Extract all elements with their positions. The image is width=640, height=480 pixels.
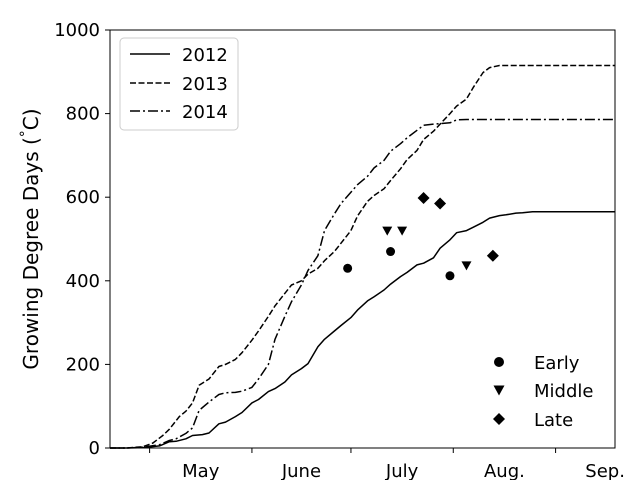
x-tick-label-may: May bbox=[182, 461, 220, 480]
legend-label-middle: Middle bbox=[534, 381, 593, 402]
series-line-2013 bbox=[110, 64, 615, 449]
y-tick-label-600: 600 bbox=[66, 187, 100, 208]
plot-frame bbox=[109, 29, 616, 449]
legend-label-late: Late bbox=[534, 410, 573, 431]
legend-marker-middle bbox=[493, 385, 505, 396]
x-tick-label-june: June bbox=[281, 461, 321, 480]
legend-label-early: Early bbox=[534, 353, 580, 374]
series-line-2012 bbox=[110, 211, 615, 449]
y-tick-label-1000: 1000 bbox=[54, 20, 100, 41]
series-line-2014 bbox=[110, 118, 615, 449]
x-tick-label-july: July bbox=[385, 461, 419, 480]
y-tick-label-400: 400 bbox=[66, 271, 100, 292]
x-tick-label-aug: Aug. bbox=[484, 461, 525, 480]
y-axis-label-degree: ° bbox=[18, 130, 34, 137]
series-legend: 2012 2013 2014 bbox=[119, 37, 239, 131]
legend-label-2014: 2014 bbox=[182, 102, 228, 123]
x-axis: May June July Aug. Sep. bbox=[149, 448, 625, 480]
y-tick-label-0: 0 bbox=[89, 438, 100, 459]
y-axis-label: Growing Degree Days (°C) bbox=[18, 108, 43, 369]
legend-label-2012: 2012 bbox=[182, 45, 228, 66]
y-axis: 0 200 400 600 800 1000 bbox=[54, 20, 110, 459]
marker-late-2014 bbox=[434, 197, 447, 210]
y-tick-label-200: 200 bbox=[66, 354, 100, 375]
series-legend-frame bbox=[119, 37, 239, 131]
marker-middle-2014 bbox=[397, 226, 408, 236]
y-tick-label-800: 800 bbox=[66, 104, 100, 125]
marker-late-2013 bbox=[417, 192, 430, 205]
legend-marker-late bbox=[493, 413, 505, 425]
legend-marker-early bbox=[494, 357, 504, 367]
marker-early-2013 bbox=[343, 263, 353, 273]
marker-early-2014 bbox=[386, 247, 396, 257]
legend-label-2013: 2013 bbox=[182, 74, 228, 95]
marker-early-2012 bbox=[445, 271, 455, 281]
marker-middle-2012 bbox=[461, 261, 472, 271]
marker-middle-2013 bbox=[382, 226, 393, 236]
series-lines bbox=[110, 64, 615, 449]
stage-legend: Early Middle Late bbox=[493, 353, 593, 431]
y-axis-label-text: Growing Degree Days ( bbox=[19, 137, 43, 369]
y-axis-label-unit: C) bbox=[19, 108, 43, 130]
marker-late-2012 bbox=[486, 249, 499, 262]
stage-markers bbox=[343, 192, 499, 281]
x-tick-label-sep: Sep. bbox=[585, 461, 625, 480]
